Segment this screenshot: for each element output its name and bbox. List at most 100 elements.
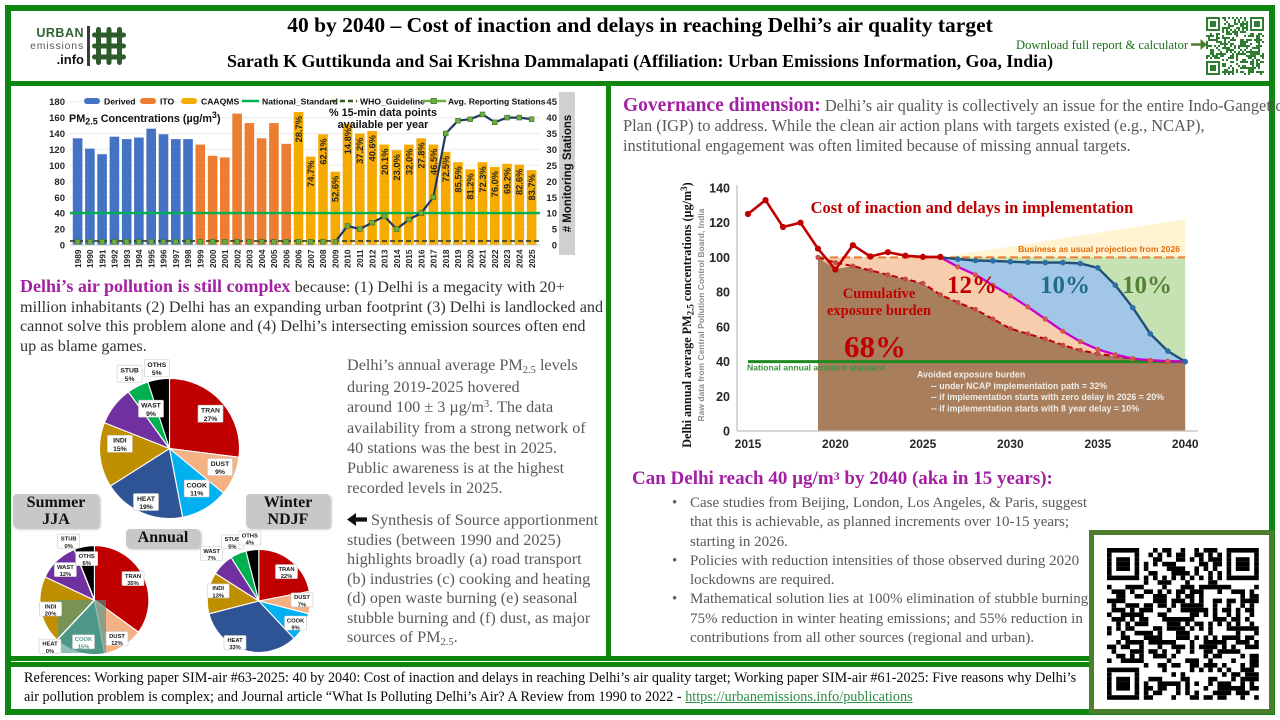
svg-text:exposure burden: exposure burden (827, 303, 931, 319)
svg-text:6%: 6% (83, 561, 91, 567)
svg-text:32.0%: 32.0% (404, 148, 414, 175)
svg-text:2016: 2016 (416, 249, 426, 268)
svg-text:19%: 19% (139, 504, 153, 511)
svg-text:2010: 2010 (343, 249, 353, 268)
svg-text:100: 100 (49, 161, 65, 172)
svg-text:37.2%: 37.2% (355, 137, 365, 164)
svg-text:1994: 1994 (134, 249, 144, 268)
svg-text:2025: 2025 (527, 249, 537, 268)
svg-text:2015: 2015 (735, 437, 762, 451)
svg-text:HEAT: HEAT (42, 642, 58, 648)
svg-text:Delhi annual average PM2.5 con: Delhi annual average PM2.5 concentration… (679, 182, 696, 448)
svg-text:5%: 5% (228, 545, 236, 551)
svg-text:100: 100 (709, 251, 730, 265)
svg-text:Cost of inaction and delays in: Cost of inaction and delays in implement… (811, 198, 1134, 217)
svg-text:20: 20 (546, 177, 557, 188)
svg-text:140: 140 (49, 129, 65, 140)
svg-text:DUST: DUST (294, 595, 310, 601)
svg-text:52.6%: 52.6% (331, 175, 341, 202)
svg-text:0: 0 (723, 425, 730, 439)
svg-text:HEAT: HEAT (137, 496, 156, 503)
svg-text:TRAN: TRAN (201, 408, 220, 415)
svg-text:33%: 33% (229, 645, 241, 651)
svg-text:2030: 2030 (997, 437, 1024, 451)
svg-text:2009: 2009 (331, 249, 341, 268)
svg-text:2018: 2018 (441, 249, 451, 268)
svg-text:12%: 12% (60, 572, 72, 578)
svg-text:85.5%: 85.5% (453, 165, 463, 192)
svg-text:12%: 12% (947, 272, 997, 299)
svg-text:9%: 9% (146, 411, 156, 418)
svg-text:OTHS: OTHS (242, 533, 258, 539)
svg-text:9%: 9% (291, 626, 299, 632)
svg-text:2035: 2035 (1084, 437, 1111, 451)
svg-text:5: 5 (552, 225, 558, 236)
svg-text:20: 20 (54, 225, 65, 236)
svg-text:2025: 2025 (910, 437, 937, 451)
svg-text:Derived: Derived (104, 96, 136, 106)
svg-text:10: 10 (546, 209, 557, 220)
svg-text:22%: 22% (281, 574, 293, 580)
svg-text:4%: 4% (246, 541, 254, 547)
svg-text:2001: 2001 (220, 249, 230, 268)
svg-text:STUB: STUB (120, 368, 139, 375)
svg-text:7%: 7% (298, 603, 306, 609)
svg-text:COOK: COOK (287, 618, 305, 624)
svg-text:PM2.5 Concentrations (µg/m3): PM2.5 Concentrations (µg/m3) (69, 110, 221, 127)
svg-text:10%: 10% (1040, 272, 1090, 299)
svg-text:7%: 7% (208, 556, 216, 562)
svg-text:28.7%: 28.7% (294, 115, 304, 142)
svg-text:WAST: WAST (203, 549, 220, 555)
svg-text:40: 40 (716, 355, 730, 369)
svg-text:120: 120 (49, 145, 65, 156)
svg-text:1997: 1997 (171, 249, 181, 268)
svg-text:1998: 1998 (183, 249, 193, 268)
svg-text:2019: 2019 (453, 249, 463, 268)
svg-text:2020: 2020 (465, 249, 475, 268)
svg-text:OTHS: OTHS (147, 362, 166, 369)
svg-text:STUB: STUB (61, 537, 77, 543)
svg-text:68%: 68% (844, 329, 906, 364)
svg-text:160: 160 (49, 113, 65, 124)
svg-text:Avoided exposure burden: Avoided exposure burden (917, 370, 1025, 380)
svg-text:1991: 1991 (97, 249, 107, 268)
svg-text:2003: 2003 (245, 249, 255, 268)
svg-text:40: 40 (546, 113, 557, 124)
svg-text:1999: 1999 (196, 249, 206, 268)
svg-text:9%: 9% (215, 469, 225, 476)
svg-text:35: 35 (546, 129, 557, 140)
svg-text:1995: 1995 (146, 249, 156, 268)
svg-text:2015: 2015 (404, 249, 414, 268)
svg-text:-- if implementation starts wi: -- if implementation starts with zero de… (931, 392, 1164, 402)
svg-text:DUST: DUST (211, 461, 230, 468)
svg-text:1989: 1989 (73, 249, 83, 268)
svg-text:ITO: ITO (160, 96, 174, 106)
svg-text:Avg. Reporting Stations: Avg. Reporting Stations (448, 96, 546, 106)
svg-text:2017: 2017 (429, 249, 439, 268)
svg-text:2014: 2014 (392, 249, 402, 268)
svg-text:72.3%: 72.3% (478, 165, 488, 192)
svg-text:TRAN: TRAN (278, 567, 294, 573)
svg-text:2004: 2004 (257, 249, 267, 268)
svg-text:-- under NCAP implementation p: -- under NCAP implementation path = 32% (931, 381, 1107, 391)
svg-text:120: 120 (709, 216, 730, 230)
svg-text:46.5%: 46.5% (429, 148, 439, 175)
svg-text:INDI: INDI (113, 438, 127, 445)
svg-text:30: 30 (546, 145, 557, 156)
svg-text:# Monitoring Stations: # Monitoring Stations (562, 115, 574, 233)
svg-text:WAST: WAST (57, 565, 74, 571)
svg-text:INDI: INDI (45, 604, 57, 610)
svg-text:20: 20 (716, 390, 730, 404)
svg-text:% 15-min data points: % 15-min data points (329, 107, 437, 119)
svg-text:2022: 2022 (490, 249, 500, 268)
svg-text:2011: 2011 (355, 249, 365, 267)
svg-text:1996: 1996 (159, 249, 169, 268)
svg-text:0%: 0% (46, 649, 54, 655)
svg-text:20.1%: 20.1% (380, 148, 390, 175)
svg-text:72.5%: 72.5% (441, 155, 451, 182)
svg-text:0: 0 (552, 241, 557, 252)
svg-text:76.0%: 76.0% (490, 170, 500, 197)
svg-text:20%: 20% (45, 612, 57, 618)
svg-text:13%: 13% (212, 594, 224, 600)
svg-text:STUB: STUB (225, 537, 241, 543)
